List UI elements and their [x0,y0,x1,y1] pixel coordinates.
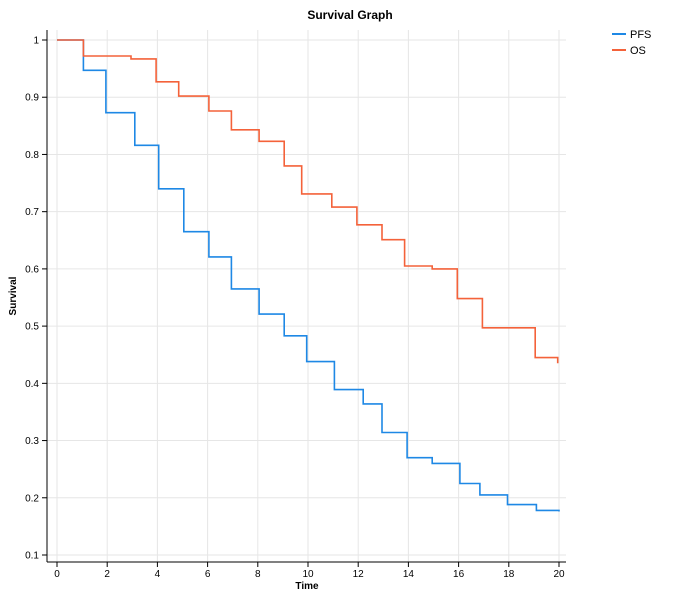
x-tick-label-5: 10 [302,569,314,580]
legend-label-pfs: PFS [630,29,651,41]
x-tick-label-0: 0 [54,569,60,580]
y-tick-label-6: 0.7 [25,207,39,218]
y-tick-label-0: 0.1 [25,551,39,562]
y-tick-label-7: 0.8 [25,150,39,161]
series-line-os [57,39,559,364]
y-tick-label-8: 0.9 [25,93,39,104]
x-tick-label-6: 12 [353,569,365,580]
y-tick-label-3: 0.4 [25,379,39,390]
y-axis-label: Survival [8,276,19,315]
x-tick-label-7: 14 [403,569,415,580]
y-tick-label-9: 1 [33,36,39,47]
x-tick-label-8: 16 [453,569,465,580]
grid [47,30,566,562]
x-tick-label-10: 20 [553,569,565,580]
y-tick-label-2: 0.3 [25,436,39,447]
y-tick-label-1: 0.2 [25,493,39,504]
series-lines [57,39,560,512]
y-tick-label-5: 0.6 [25,264,39,275]
legend: PFS OS [612,29,651,57]
x-tick-label-9: 18 [503,569,515,580]
x-tick-label-4: 8 [255,569,261,580]
x-tick-label-1: 2 [104,569,110,580]
x-tick-label-3: 6 [205,569,211,580]
x-tick-label-2: 4 [155,569,161,580]
legend-label-os: OS [630,45,646,57]
x-axis-label: Time [295,581,319,592]
y-tick-label-4: 0.5 [25,322,39,333]
series-line-pfs [57,39,560,512]
axes: 0 2 4 6 8 10 12 14 16 18 20 0.1 0.2 0.3 0.4 0.5 0.6 0.7 0.… [25,30,566,580]
chart-title: Survival Graph [307,8,392,22]
